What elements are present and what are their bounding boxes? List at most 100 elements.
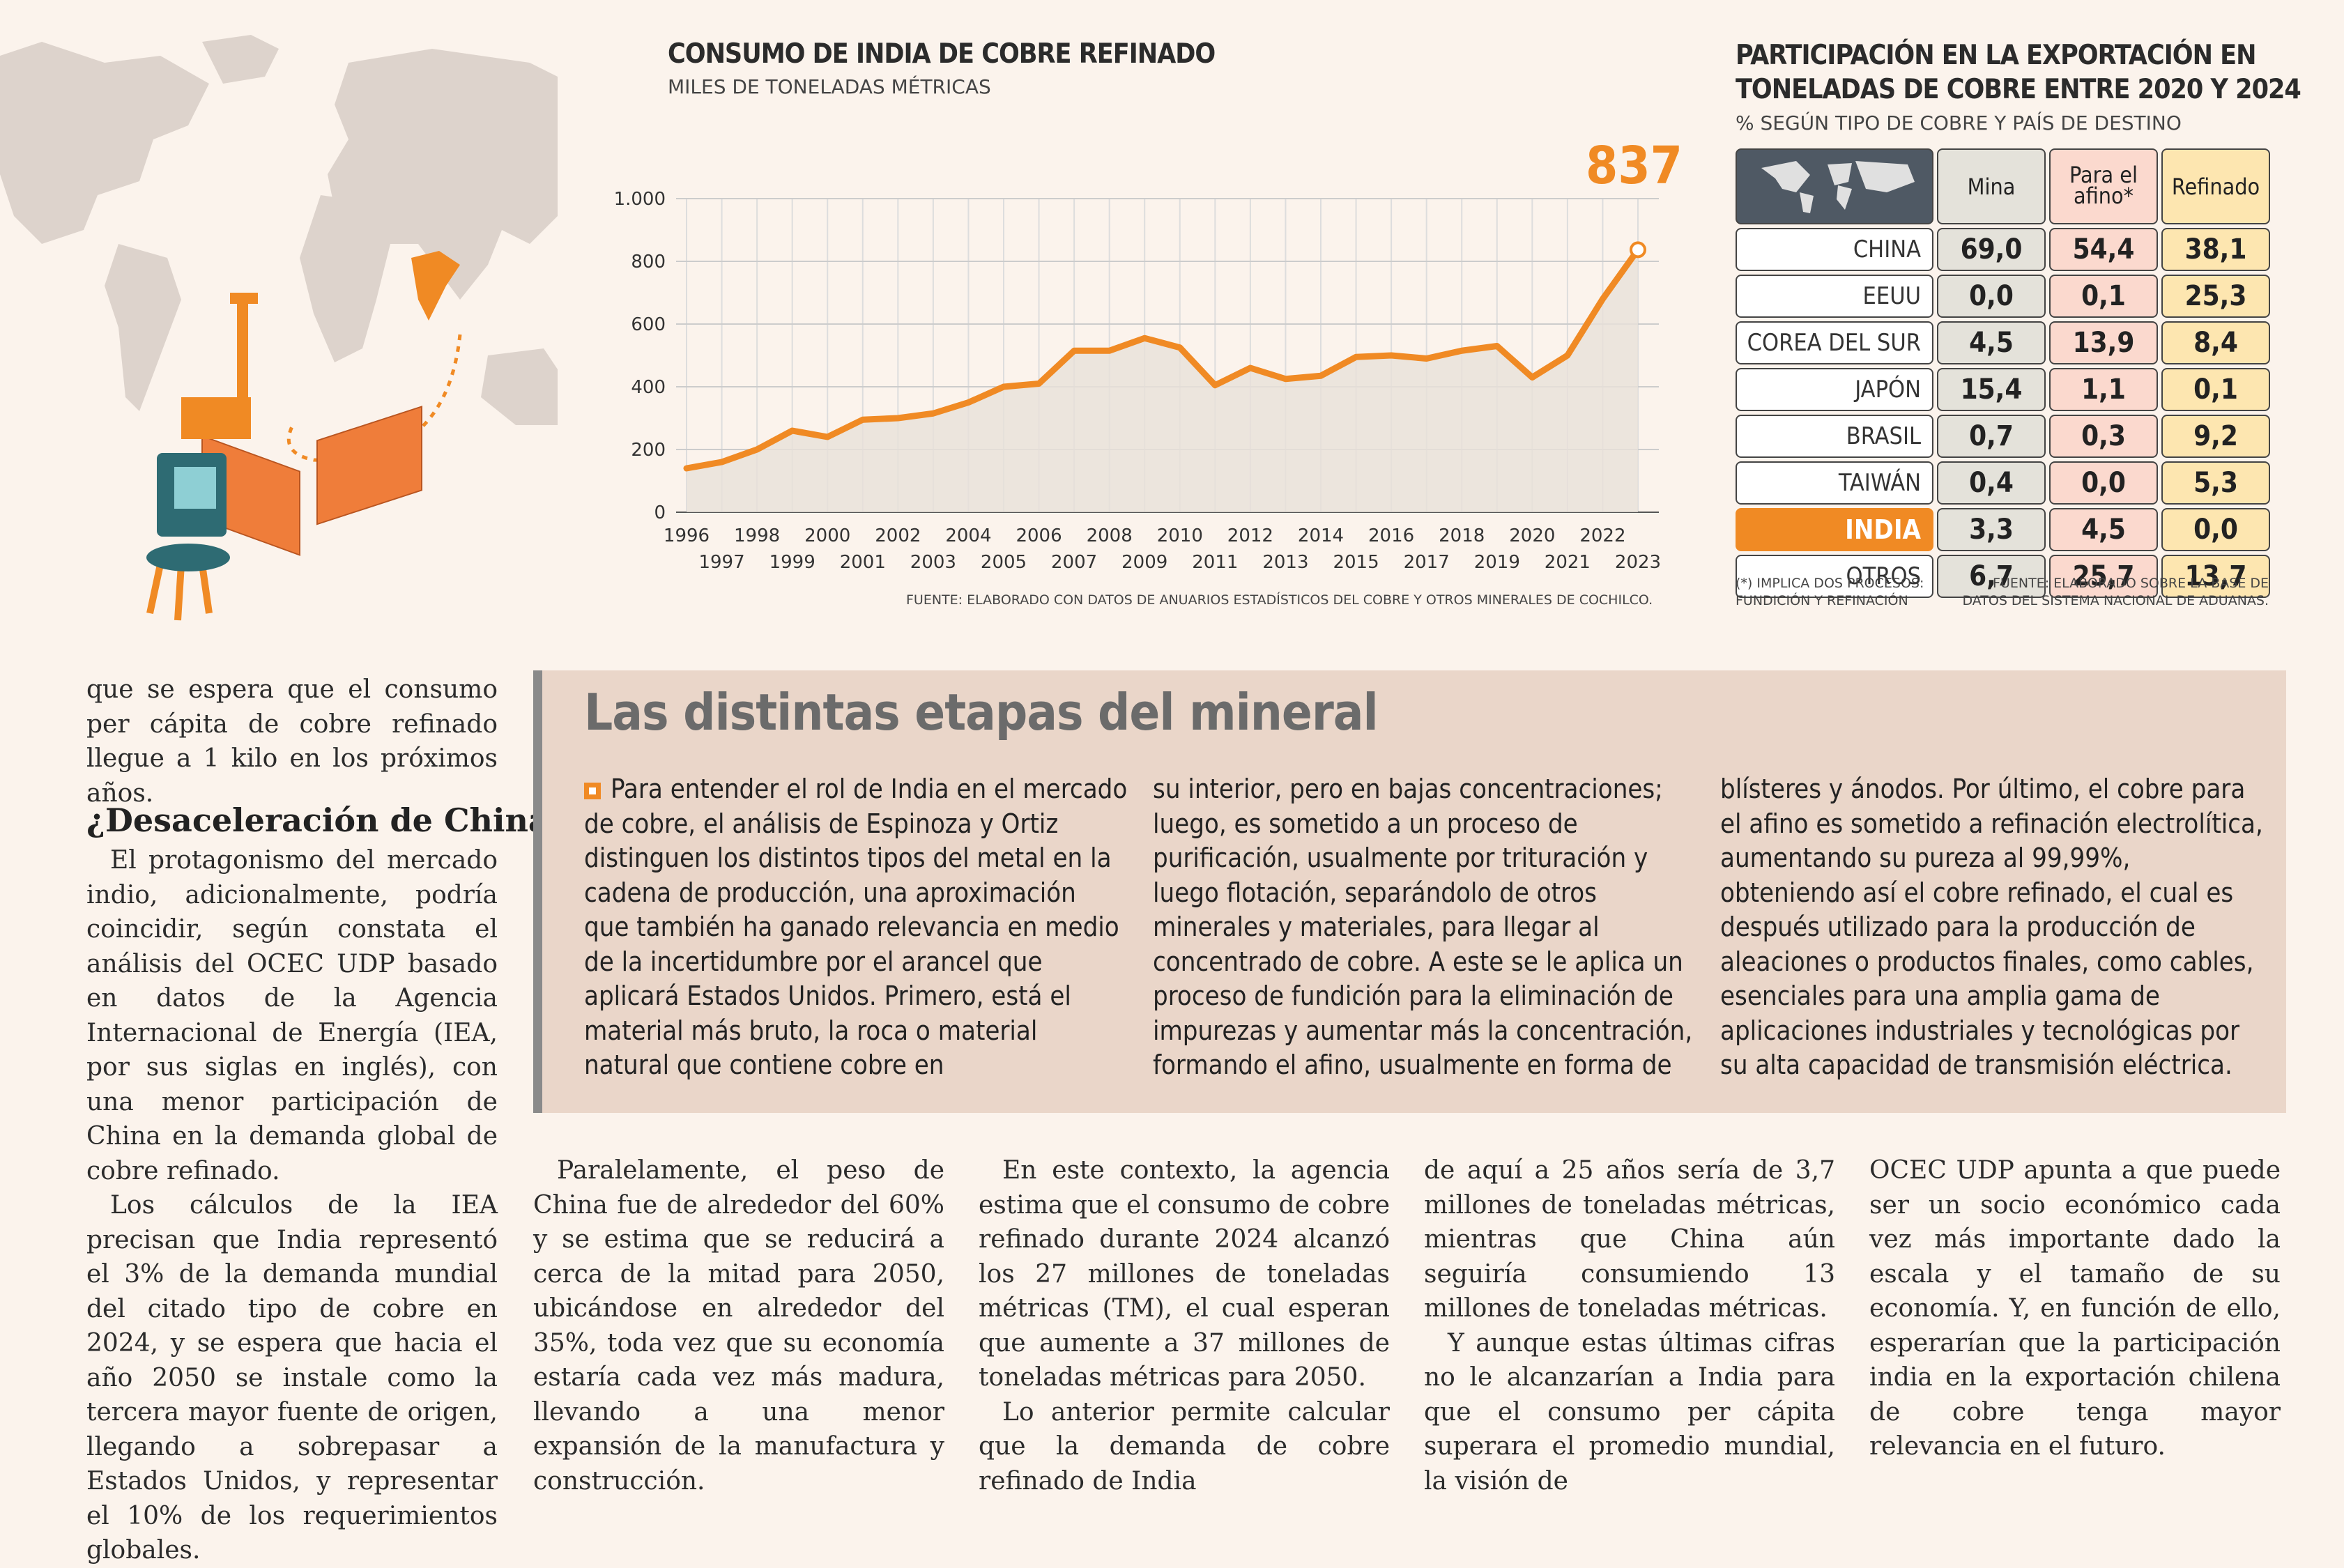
value-cell: 69,0 bbox=[1937, 228, 2046, 271]
table-row: EEUU 0,0 0,1 25,3 bbox=[1736, 275, 2270, 318]
table-row: JAPÓN 15,4 1,1 0,1 bbox=[1736, 368, 2270, 411]
x-tick-label: 2007 bbox=[1051, 552, 1097, 573]
data-series-line bbox=[683, 246, 1641, 472]
x-tick-label: 2011 bbox=[1192, 552, 1238, 573]
value-cell: 4,5 bbox=[2049, 508, 2158, 551]
data-point bbox=[1144, 337, 1145, 339]
column-header-mina: Mina bbox=[1937, 148, 2046, 224]
value-cell: 0,0 bbox=[2161, 508, 2270, 551]
column-header-refinado: Refinado bbox=[2161, 148, 2270, 224]
value-cell: 0,3 bbox=[2049, 415, 2158, 458]
x-tick-label: 1996 bbox=[664, 525, 710, 546]
article-column-1: Paralelamente, el peso de China fue de a… bbox=[533, 1153, 944, 1498]
paragraph: OCEC UDP apunta a que puede ser un socio… bbox=[1869, 1156, 2281, 1461]
chart-source: FUENTE: ELABORADO CON DATOS DE ANUARIOS … bbox=[906, 592, 1653, 608]
data-point bbox=[1602, 298, 1603, 300]
x-tick-label: 2012 bbox=[1227, 525, 1273, 546]
data-point bbox=[1531, 377, 1533, 378]
value-cell: 13,7 bbox=[2161, 555, 2270, 598]
value-cell: 15,4 bbox=[1937, 368, 2046, 411]
article-column-3: de aquí a 25 años sería de 3,7 millones … bbox=[1424, 1153, 1835, 1498]
country-cell: OTROS bbox=[1736, 555, 1933, 598]
article-column-2: En este contexto, la agencia estima que … bbox=[979, 1153, 1390, 1498]
afino-label: Para el afino* bbox=[2069, 161, 2138, 209]
value-cell: 6,7 bbox=[1937, 555, 2046, 598]
line-chart: 0 200 400 600 800 1.000 1996 1998 2000 2002 2004 20… bbox=[614, 189, 1662, 573]
data-point bbox=[721, 461, 723, 463]
article-subheading: ¿Desaceleración de China? bbox=[86, 801, 568, 839]
table-row: OTROS 6,7 25,7 13,7 bbox=[1736, 555, 2270, 598]
paragraph: En este contexto, la agencia estima que … bbox=[979, 1156, 1390, 1392]
column-header-afino: Para el afino* bbox=[2049, 148, 2158, 224]
box-column-1: Para entender el rol de India en el merc… bbox=[584, 772, 1128, 1083]
value-cell: 1,1 bbox=[2049, 368, 2158, 411]
x-tick-label: 2015 bbox=[1333, 552, 1379, 573]
x-tick-label: 2022 bbox=[1579, 525, 1625, 546]
value-cell: 4,5 bbox=[1937, 321, 2046, 364]
x-tick-label: 2003 bbox=[910, 552, 956, 573]
value-cell: 54,4 bbox=[2049, 228, 2158, 271]
x-tick-label: 2004 bbox=[945, 525, 991, 546]
y-tick-label: 800 bbox=[631, 252, 666, 272]
x-tick-label: 2016 bbox=[1368, 525, 1414, 546]
bullet-square-icon bbox=[584, 782, 601, 799]
x-tick-label: 2000 bbox=[804, 525, 850, 546]
x-tick-label: 2010 bbox=[1157, 525, 1203, 546]
paragraph: El protagonismo del mercado indio, adici… bbox=[86, 846, 498, 1185]
data-point bbox=[827, 436, 828, 438]
value-cell: 38,1 bbox=[2161, 228, 2270, 271]
paragraph: de aquí a 25 años sería de 3,7 millones … bbox=[1424, 1156, 1835, 1323]
y-tick-label: 1.000 bbox=[614, 189, 666, 210]
value-cell: 0,0 bbox=[1937, 275, 2046, 318]
x-tick-label: 2017 bbox=[1404, 552, 1450, 573]
data-point bbox=[1391, 355, 1392, 356]
table-row: CHINA 69,0 54,4 38,1 bbox=[1736, 228, 2270, 271]
y-tick-label: 200 bbox=[631, 440, 666, 461]
x-tick-label: 2020 bbox=[1509, 525, 1555, 546]
paragraph: Paralelamente, el peso de China fue de a… bbox=[533, 1156, 944, 1496]
x-tick-label: 2005 bbox=[981, 552, 1027, 573]
x-tick-label: 2014 bbox=[1298, 525, 1344, 546]
world-map-illustration bbox=[0, 35, 558, 621]
table-source: FUENTE: ELABORADO SOBRE LA BASE DE DATOS… bbox=[1962, 576, 2269, 608]
chart-title: CONSUMO DE INDIA DE COBRE REFINADO bbox=[668, 38, 1216, 70]
x-tick-label: 2023 bbox=[1615, 552, 1661, 573]
country-cell: INDIA bbox=[1736, 508, 1933, 551]
x-tick-label: 2008 bbox=[1087, 525, 1133, 546]
x-tick-label: 2021 bbox=[1545, 552, 1591, 573]
area-fill bbox=[687, 249, 1638, 512]
article-column-0-top: que se espera que el consumo per cápita … bbox=[86, 675, 498, 808]
country-cell: JAPÓN bbox=[1736, 368, 1933, 411]
value-cell: 3,3 bbox=[1937, 508, 2046, 551]
paragraph: Los cálculos de la IEA precisan que Indi… bbox=[86, 1191, 498, 1565]
x-tick-label: 2006 bbox=[1016, 525, 1062, 546]
paragraph: Y aunque estas últimas cifras no le alca… bbox=[1424, 1328, 1835, 1496]
country-cell: TAIWÁN bbox=[1736, 461, 1933, 505]
table-row-highlighted: INDIA 3,3 4,5 0,0 bbox=[1736, 508, 2270, 551]
box-column-2: su interior, pero en bajas concentracion… bbox=[1153, 774, 1693, 1080]
country-cell: COREA DEL SUR bbox=[1736, 321, 1933, 364]
country-cell: CHINA bbox=[1736, 228, 1933, 271]
value-cell: 25,3 bbox=[2161, 275, 2270, 318]
chart-subtitle: MILES DE TONELADAS MÉTRICAS bbox=[668, 75, 991, 98]
country-cell: EEUU bbox=[1736, 275, 1933, 318]
x-tick-label: 2002 bbox=[875, 525, 921, 546]
data-point bbox=[756, 449, 758, 450]
value-cell: 25,7 bbox=[2049, 555, 2158, 598]
value-cell: 0,0 bbox=[2049, 461, 2158, 505]
value-cell: 5,3 bbox=[2161, 461, 2270, 505]
x-tick-label: 1997 bbox=[698, 552, 744, 573]
value-cell: 13,9 bbox=[2049, 321, 2158, 364]
table-subtitle: % SEGÚN TIPO DE COBRE Y PAÍS DE DESTINO bbox=[1736, 112, 2182, 134]
value-cell: 0,1 bbox=[2049, 275, 2158, 318]
y-tick-label: 600 bbox=[631, 314, 666, 335]
x-tick-label: 2019 bbox=[1474, 552, 1520, 573]
table-footnote: (*) IMPLICA DOS PROCESOS: FUNDICIÓN Y RE… bbox=[1736, 576, 1924, 608]
y-tick-label: 0 bbox=[654, 502, 666, 523]
x-tick-label: 2009 bbox=[1121, 552, 1167, 573]
data-point bbox=[1285, 378, 1286, 380]
data-point-peak bbox=[1630, 241, 1646, 259]
data-point bbox=[1179, 347, 1181, 348]
value-cell: 0,7 bbox=[1937, 415, 2046, 458]
value-cell: 0,1 bbox=[2161, 368, 2270, 411]
